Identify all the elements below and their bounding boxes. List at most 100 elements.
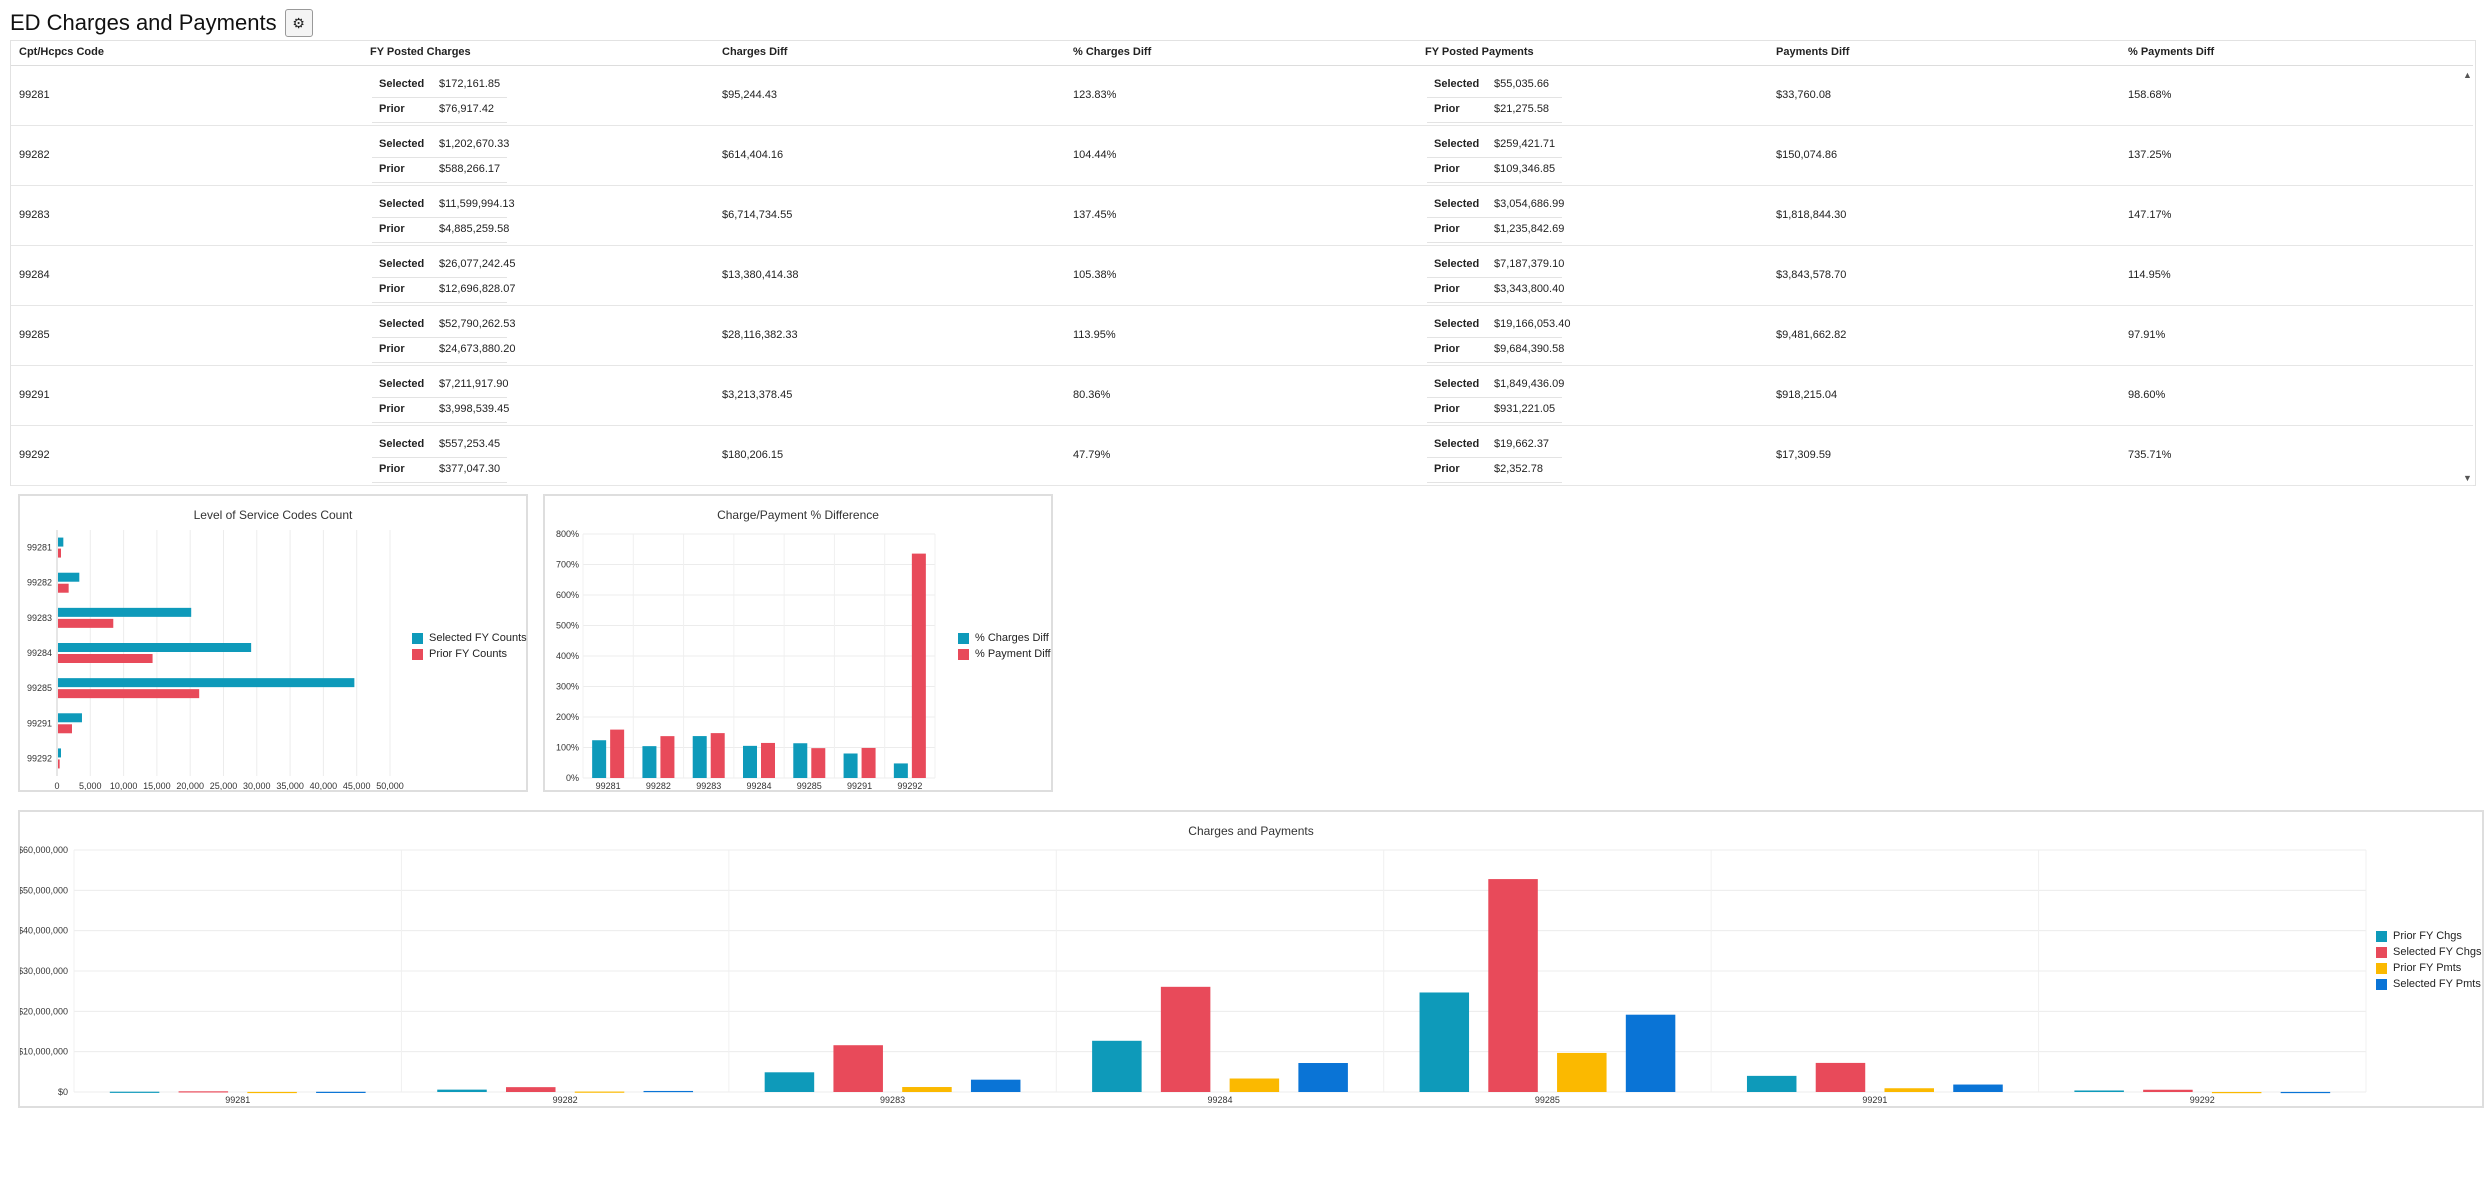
bar xyxy=(1746,1075,1797,1092)
legend-swatch xyxy=(958,632,969,644)
column-header[interactable]: Payments Diff xyxy=(1776,46,1850,58)
prior-label: Prior xyxy=(1434,403,1460,415)
column-header[interactable]: FY Posted Payments xyxy=(1425,46,1534,58)
table-header: Cpt/Hcpcs Code FY Posted Charges Charges D… xyxy=(11,41,2473,66)
column-header[interactable]: FY Posted Charges xyxy=(370,46,471,58)
legend-label: Prior FY Chgs xyxy=(2393,930,2462,942)
bar xyxy=(743,745,757,778)
table-row[interactable]: 99285 Selected $52,790,262.53 Prior $24,673,… xyxy=(11,306,2473,366)
charges-diff-cell: $6,714,734.55 xyxy=(722,209,793,221)
legend-label: Prior FY Pmts xyxy=(2393,962,2462,974)
legend-label: % Payment Diff xyxy=(975,648,1051,660)
prior-line: Prior $2,352.78 xyxy=(1427,458,1562,483)
pct-diff-chart-panel: Charge/Payment % Difference 0% 100% 200% 30… xyxy=(543,494,1053,792)
bar xyxy=(2211,1091,2262,1094)
y-tick-label: $10,000,000 xyxy=(20,1047,68,1057)
settings-button[interactable]: ⚙ xyxy=(284,9,313,37)
table-scrollbar[interactable]: ▲ ▼ xyxy=(2461,66,2475,485)
legend-item[interactable]: Selected FY Pmts xyxy=(2376,976,2481,992)
selected-value: $557,253.45 xyxy=(439,438,501,450)
legend-item[interactable]: % Charges Diff xyxy=(958,630,1051,646)
table-row[interactable]: 99283 Selected $11,599,994.13 Prior $4,885,2… xyxy=(11,186,2473,246)
prior-line: Prior $21,275.58 xyxy=(1427,98,1562,123)
selected-value: $11,599,994.13 xyxy=(439,198,515,210)
selected-value: $259,421.71 xyxy=(1494,138,1556,150)
scroll-down-icon[interactable]: ▼ xyxy=(2463,473,2472,483)
charges-diff-cell: $3,213,378.45 xyxy=(722,389,793,401)
column-header[interactable]: Charges Diff xyxy=(722,46,788,58)
pct-diff-legend: % Charges Diff % Payment Diff xyxy=(958,630,1051,662)
x-tick-label: 40,000 xyxy=(310,781,338,790)
x-tick-label: 99283 xyxy=(880,1095,905,1105)
selected-line: Selected $26,077,242.45 xyxy=(372,253,515,278)
scroll-up-icon[interactable]: ▲ xyxy=(2463,70,2472,80)
legend-item[interactable]: Prior FY Pmts xyxy=(2376,960,2481,976)
x-tick-label: 15,000 xyxy=(143,781,171,790)
charges-diff-cell: $28,116,382.33 xyxy=(722,329,798,341)
table-row[interactable]: 99284 Selected $26,077,242.45 Prior $12,696,… xyxy=(11,246,2473,306)
charges-payments-table: Cpt/Hcpcs Code FY Posted Charges Charges D… xyxy=(10,40,2476,486)
legend-item[interactable]: Prior FY Chgs xyxy=(2376,928,2481,944)
bar xyxy=(1298,1063,1348,1092)
bar xyxy=(1229,1078,1280,1092)
selected-line: Selected $172,161.85 xyxy=(372,73,507,98)
code-cell: 99282 xyxy=(19,149,50,161)
table-row[interactable]: 99282 Selected $1,202,670.33 Prior $588,266.… xyxy=(11,126,2473,186)
column-header[interactable]: % Payments Diff xyxy=(2128,46,2215,58)
selected-line: Selected $3,054,686.99 xyxy=(1427,193,1564,218)
y-tick-label: $20,000,000 xyxy=(20,1006,68,1016)
charges-pair: Selected $11,599,994.13 Prior $4,885,259.58 xyxy=(372,193,515,243)
y-tick-label: 99284 xyxy=(27,648,52,658)
prior-value: $24,673,880.20 xyxy=(439,343,516,355)
bar xyxy=(970,1079,1021,1092)
legend-item[interactable]: Selected FY Chgs xyxy=(2376,944,2481,960)
table-row[interactable]: 99291 Selected $7,211,917.90 Prior $3,998,53… xyxy=(11,366,2473,426)
prior-line: Prior $109,346.85 xyxy=(1427,158,1562,183)
prior-label: Prior xyxy=(1434,103,1460,115)
legend-label: % Charges Diff xyxy=(975,632,1049,644)
code-cell: 99281 xyxy=(19,89,50,101)
legend-swatch xyxy=(412,648,423,660)
bar xyxy=(58,724,72,734)
bar xyxy=(1557,1052,1607,1092)
y-tick-label: 99281 xyxy=(27,543,52,553)
bar xyxy=(178,1091,229,1093)
prior-value: $76,917.42 xyxy=(439,103,495,115)
bar xyxy=(58,618,114,628)
charges-payments-chart-title: Charges and Payments xyxy=(1188,824,1314,838)
legend-item[interactable]: % Payment Diff xyxy=(958,646,1051,662)
payments-diff-cell: $33,760.08 xyxy=(1776,89,1832,101)
bar xyxy=(2143,1089,2193,1092)
prior-value: $588,266.17 xyxy=(439,163,501,175)
table-row[interactable]: 99292 Selected $557,253.45 Prior $377,047.30… xyxy=(11,426,2473,486)
prior-line: Prior $4,885,259.58 xyxy=(372,218,509,243)
page-title: ED Charges and Payments xyxy=(10,10,277,35)
prior-label: Prior xyxy=(1434,163,1460,175)
bar xyxy=(710,733,725,778)
column-header[interactable]: Cpt/Hcpcs Code xyxy=(19,46,104,58)
charges-pct-cell: 137.45% xyxy=(1073,209,1117,221)
y-tick-label: $60,000,000 xyxy=(20,845,68,855)
selected-label: Selected xyxy=(1434,138,1480,150)
x-tick-label: 99285 xyxy=(1535,1095,1560,1105)
pct-diff-chart-title: Charge/Payment % Difference xyxy=(717,508,879,522)
selected-line: Selected $55,035.66 xyxy=(1427,73,1562,98)
prior-line: Prior $377,047.30 xyxy=(372,458,507,483)
prior-line: Prior $9,684,390.58 xyxy=(1427,338,1564,363)
legend-label: Selected FY Chgs xyxy=(2393,946,2482,958)
payments-diff-cell: $150,074.86 xyxy=(1776,149,1838,161)
prior-value: $12,696,828.07 xyxy=(439,283,516,295)
legend-item[interactable]: Selected FY Counts xyxy=(412,630,527,646)
selected-value: $7,211,917.90 xyxy=(439,378,509,390)
bar xyxy=(247,1091,297,1094)
column-header[interactable]: % Charges Diff xyxy=(1073,46,1152,58)
selected-value: $55,035.66 xyxy=(1494,78,1550,90)
legend-item[interactable]: Prior FY Counts xyxy=(412,646,527,662)
selected-line: Selected $7,187,379.10 xyxy=(1427,253,1564,278)
charges-diff-cell: $614,404.16 xyxy=(722,149,784,161)
prior-label: Prior xyxy=(379,403,405,415)
x-tick-label: 99291 xyxy=(847,781,872,790)
payments-pct-cell: 97.91% xyxy=(2128,329,2166,341)
table-row[interactable]: 99281 Selected $172,161.85 Prior $76,917.42 $… xyxy=(11,66,2473,126)
bar xyxy=(437,1089,487,1092)
